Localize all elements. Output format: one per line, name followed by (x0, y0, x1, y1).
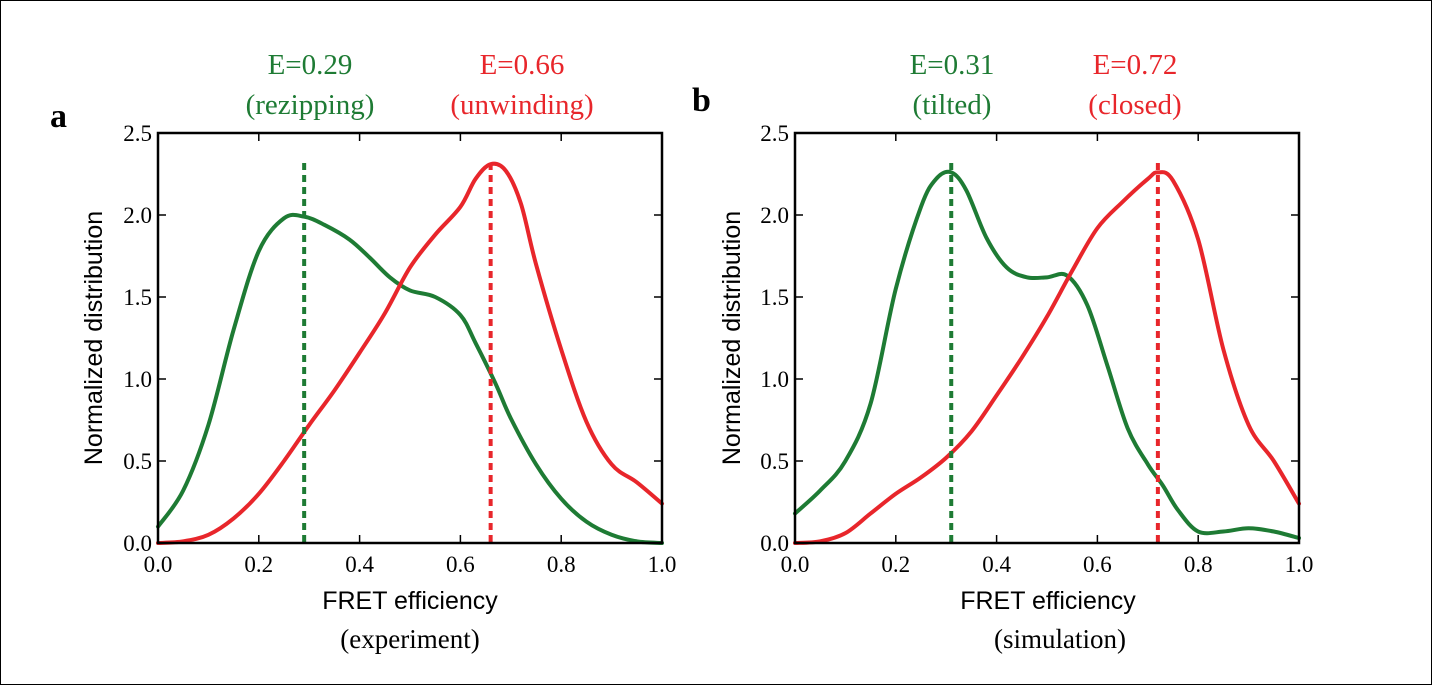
y-tick-label: 1.5 (760, 285, 789, 310)
panel-a-axes (156, 131, 664, 545)
panel-label-a: a (50, 98, 67, 135)
panel-a-xlabel: FRET efficiency (322, 587, 498, 615)
panel-b-markers (949, 158, 1160, 542)
panel-b-xsublabel: (simulation) (994, 624, 1126, 654)
x-tick-label: 0.4 (345, 552, 374, 577)
y-tick-label: 1.0 (123, 367, 152, 392)
panel-b-ylabel: Normalized distribution (718, 211, 746, 465)
panel-a-xticks: 0.0 0.2 0.4 0.6 0.8 1.0 (144, 133, 677, 577)
panel-b-axes (793, 131, 1301, 545)
y-tick-label: 0.0 (760, 531, 789, 556)
y-tick-label: 1.5 (123, 285, 152, 310)
panel-a-marker-green-state: (rezipping) (246, 89, 375, 121)
x-tick-label: 0.0 (781, 552, 810, 577)
panel-b-marker-green-state: (tilted) (913, 89, 992, 121)
panel-b-xticks: 0.0 0.2 0.4 0.6 0.8 1.0 (781, 133, 1314, 577)
y-tick-label: 0.5 (123, 449, 152, 474)
y-tick-label: 1.0 (760, 367, 789, 392)
panel-b-marker-red-value: E=0.72 (1093, 49, 1178, 81)
panel-b-red-curve (793, 170, 1301, 545)
x-tick-label: 0.2 (881, 552, 910, 577)
panel-a-markers (302, 158, 493, 542)
panel-b-yticks: 0.0 0.5 1.0 1.5 2.0 2.5 (760, 121, 1299, 556)
panel-b-green-curve (793, 169, 1301, 541)
x-tick-label: 1.0 (648, 552, 677, 577)
y-tick-label: 0.5 (760, 449, 789, 474)
x-tick-label: 0.8 (547, 552, 576, 577)
y-tick-label: 2.5 (123, 121, 152, 146)
x-tick-label: 0.6 (1083, 552, 1112, 577)
y-tick-label: 2.0 (123, 203, 152, 228)
panel-a: a 0.0 0.2 0.4 0.6 0.8 1.0 0.00.51.01.52.02.5 … (50, 49, 676, 654)
y-tick-label: 0.0 (123, 531, 152, 556)
panel-a-red-curve (156, 161, 664, 545)
panel-b-marker-green-value: E=0.31 (910, 49, 995, 81)
y-tick-label: 2.5 (760, 121, 789, 146)
panel-a-curves (156, 161, 664, 545)
panel-a-ylabel: Normalized distribution (80, 211, 108, 465)
y-tick-label: 2.0 (760, 203, 789, 228)
panel-a-yticks: 0.0 0.5 1.0 1.5 2.0 2.5 (123, 121, 662, 556)
panel-a-marker-green-value: E=0.29 (268, 49, 353, 81)
x-tick-label: 0.6 (446, 552, 475, 577)
panel-b: b 0.0 0.2 0.4 0.6 0.8 1.0 0.00.51.01.52.02.5 … (692, 49, 1313, 654)
x-tick-label: 0.2 (244, 552, 273, 577)
panel-b-xlabel: FRET efficiency (960, 587, 1136, 615)
x-tick-label: 0.8 (1184, 552, 1213, 577)
panel-a-marker-red-state: (unwinding) (450, 89, 593, 121)
panel-b-curves (793, 169, 1301, 545)
panel-a-marker-red-value: E=0.66 (480, 49, 565, 81)
panel-b-marker-red-state: (closed) (1088, 89, 1181, 121)
x-tick-label: 0.0 (144, 552, 173, 577)
panel-a-green-curve (156, 212, 664, 545)
panel-a-xsublabel: (experiment) (340, 624, 479, 654)
panel-label-b: b (692, 82, 711, 119)
x-tick-label: 0.4 (982, 552, 1011, 577)
x-tick-label: 1.0 (1285, 552, 1314, 577)
